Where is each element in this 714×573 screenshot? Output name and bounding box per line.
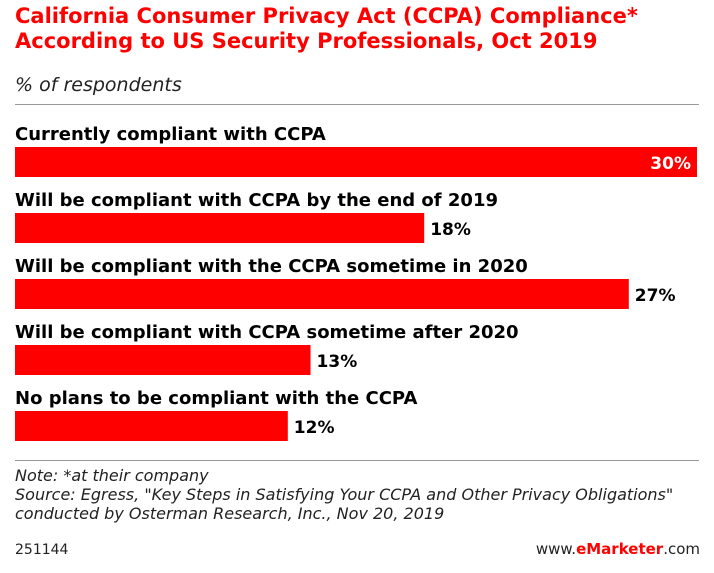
bar [15, 345, 311, 375]
brand-name: eMarketer [576, 540, 664, 558]
value-label: 12% [294, 418, 335, 438]
bar [15, 279, 629, 309]
chart-subtitle: % of respondents [15, 74, 182, 96]
bar [15, 213, 425, 243]
value-label: 30% [650, 154, 691, 174]
category-label: Currently compliant with CCPA [15, 124, 326, 145]
chart-id: 251144 [15, 542, 69, 558]
chart-title: California Consumer Privacy Act (CCPA) C… [15, 4, 638, 53]
bar [15, 147, 697, 177]
category-label: Will be compliant with CCPA by the end o… [15, 190, 498, 211]
note-text: Note: *at their company [15, 466, 209, 485]
source-text: Source: Egress, "Key Steps in Satisfying… [15, 485, 674, 523]
bar [15, 411, 288, 441]
value-label: 27% [635, 286, 676, 306]
category-label: Will be compliant with CCPA sometime aft… [15, 322, 519, 343]
brand-logo: www.eMarketer.com [536, 540, 700, 558]
brand-prefix: www. [535, 540, 577, 558]
bottom-divider [15, 460, 699, 461]
category-label: Will be compliant with the CCPA sometime… [15, 256, 528, 277]
brand-suffix: .com [663, 540, 700, 558]
value-label: 13% [317, 352, 358, 372]
chart-notes: Note: *at their company Source: Egress, … [15, 466, 705, 523]
top-divider [15, 104, 699, 105]
value-label: 18% [430, 220, 471, 240]
bar-chart: Currently compliant with CCPA 30% Will be … [15, 124, 697, 441]
category-label: No plans to be compliant with the CCPA [15, 388, 417, 409]
